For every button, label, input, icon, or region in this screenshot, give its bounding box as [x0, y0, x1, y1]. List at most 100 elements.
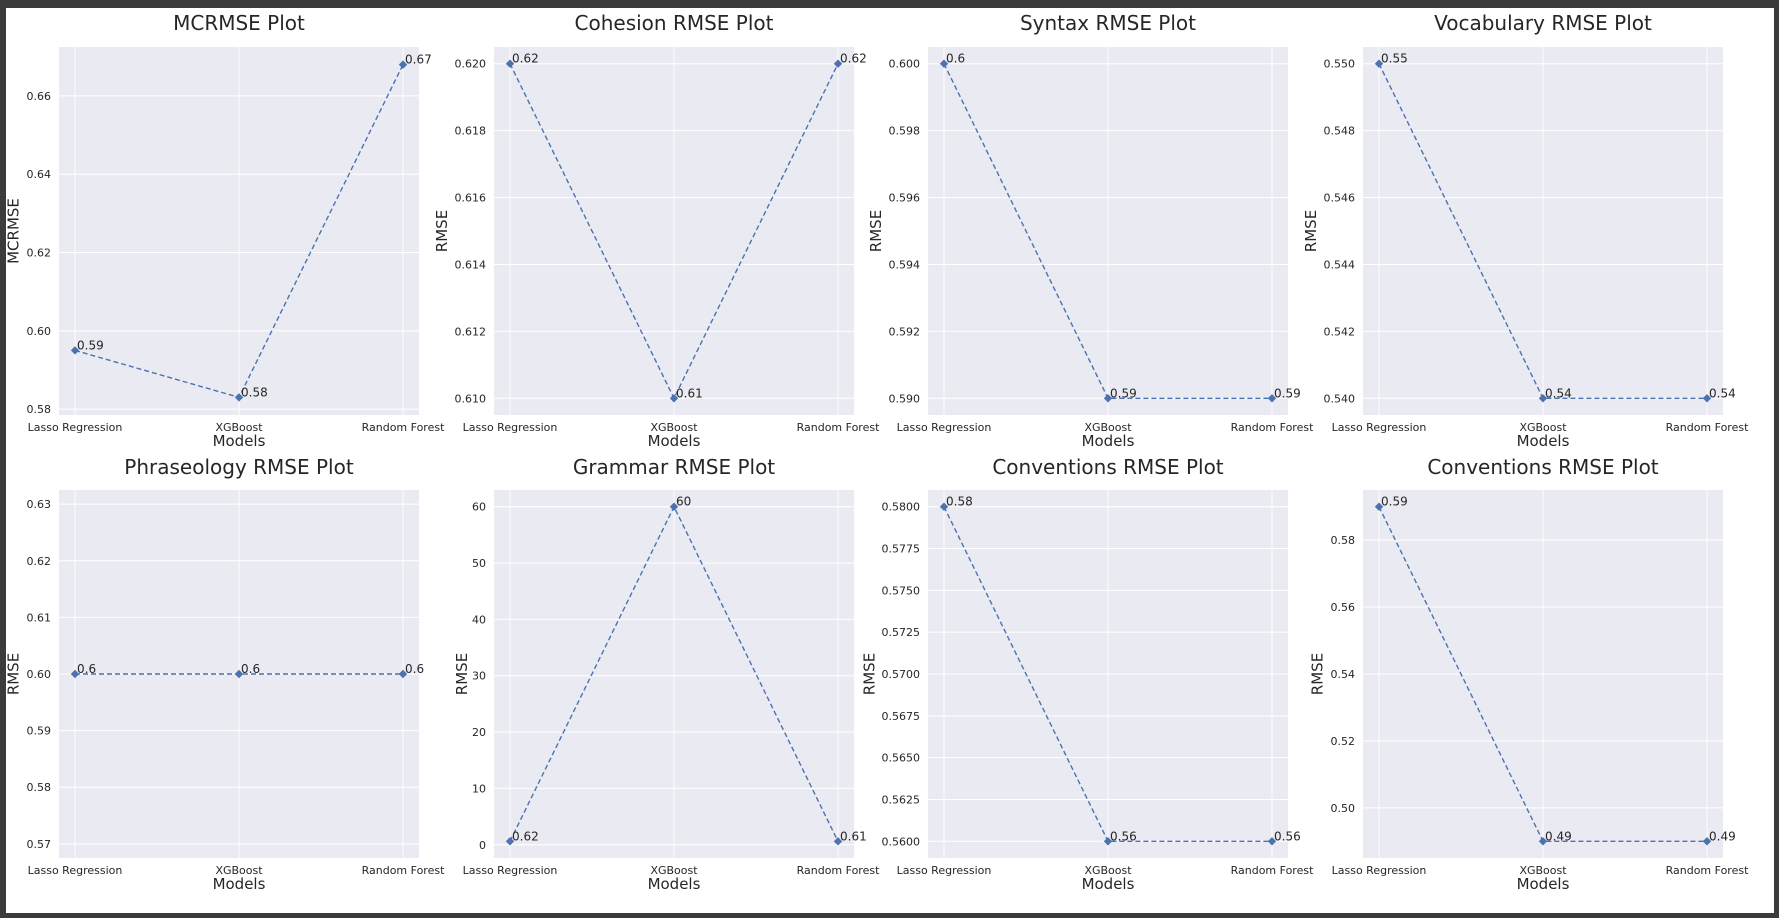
x-tick-label: XGBoost — [1084, 421, 1132, 434]
x-axis-label: Models — [1517, 875, 1570, 893]
x-tick-label: Lasso Regression — [1332, 864, 1427, 877]
y-tick-label: 0.542 — [1324, 325, 1356, 338]
y-tick-label: 0.5650 — [882, 752, 921, 765]
y-tick-label: 10 — [472, 782, 486, 795]
y-axis-label: RMSE — [6, 653, 23, 695]
y-tick-label: 0.58 — [27, 403, 52, 416]
y-tick-label: 0.59 — [27, 725, 52, 738]
y-tick-label: 0.610 — [455, 392, 487, 405]
y-tick-label: 0.592 — [889, 325, 921, 338]
chart-title: Vocabulary RMSE Plot — [1434, 11, 1652, 35]
y-tick-label: 0.5675 — [882, 710, 921, 723]
y-tick-label: 0.58 — [27, 781, 52, 794]
data-point-marker — [1702, 837, 1712, 846]
x-tick-label: XGBoost — [650, 864, 698, 877]
x-tick-label: XGBoost — [650, 421, 698, 434]
data-label: 60 — [676, 495, 691, 509]
x-tick-label: Random Forest — [362, 421, 445, 434]
chart-title: MCRMSE Plot — [173, 11, 305, 35]
data-label: 0.49 — [1545, 829, 1572, 843]
data-label: 0.55 — [1381, 52, 1408, 66]
y-tick-label: 0.5725 — [882, 626, 921, 639]
figure-canvas: 0.58 0.60 0.62 0.64 0.66 Lasso Regression XGBo… — [6, 8, 1774, 913]
data-label: 0.58 — [946, 495, 973, 509]
y-tick-label: 0.590 — [889, 392, 921, 405]
y-tick-label: 0.66 — [27, 90, 52, 103]
chart-title: Cohesion RMSE Plot — [575, 11, 774, 35]
y-tick-label: 0.600 — [889, 58, 921, 71]
x-axis-label: Models — [213, 432, 266, 450]
x-tick-label: XGBoost — [1519, 421, 1567, 434]
y-tick-label: 50 — [472, 557, 486, 570]
subplot-8: 0.50 0.52 0.54 0.56 0.58 Lasso Regression XGBo… — [1309, 455, 1749, 893]
data-label: 0.56 — [1274, 829, 1301, 843]
y-tick-label: 0.596 — [889, 192, 921, 205]
data-point-marker — [234, 669, 244, 679]
data-label: 0.54 — [1545, 386, 1572, 400]
y-tick-label: 60 — [472, 501, 486, 514]
x-tick-label: XGBoost — [1519, 864, 1567, 877]
subplot-5: 0.57 0.58 0.59 0.60 0.61 0.62 0.63 Lasso Regres… — [6, 455, 445, 893]
y-tick-label: 0.540 — [1324, 392, 1356, 405]
x-tick-label: XGBoost — [215, 864, 263, 877]
y-tick-label: 0 — [479, 839, 486, 852]
x-tick-label: Random Forest — [797, 864, 880, 877]
y-tick-label: 0.544 — [1324, 258, 1356, 271]
y-tick-label: 0.598 — [889, 125, 921, 138]
y-tick-label: 0.54 — [1331, 668, 1356, 681]
x-axis-label: Models — [213, 875, 266, 893]
x-tick-label: Random Forest — [362, 864, 445, 877]
data-label: 0.54 — [1709, 386, 1736, 400]
x-axis-label: Models — [1082, 432, 1135, 450]
data-point-marker — [833, 59, 843, 68]
data-label: 0.62 — [512, 52, 539, 66]
data-label: 0.49 — [1709, 829, 1736, 843]
data-point-marker — [1374, 59, 1384, 68]
x-tick-label: Random Forest — [1666, 421, 1749, 434]
data-point-marker — [1103, 837, 1113, 846]
y-tick-label: 0.594 — [889, 258, 921, 271]
y-tick-label: 0.614 — [455, 258, 487, 271]
chart-title: Conventions RMSE Plot — [1427, 455, 1658, 479]
data-point-marker — [1267, 394, 1277, 403]
y-tick-label: 0.64 — [27, 168, 52, 181]
y-tick-label: 0.5775 — [882, 543, 921, 556]
x-tick-label: Random Forest — [1231, 421, 1314, 434]
y-tick-label: 0.550 — [1324, 58, 1356, 71]
data-point-marker — [669, 394, 679, 403]
subplot-4: 0.540 0.542 0.544 0.546 0.548 0.550 Lasso Regr… — [1302, 11, 1749, 450]
subplot-3: 0.590 0.592 0.594 0.596 0.598 0.600 Lasso Regr… — [867, 11, 1314, 450]
data-label: 0.6 — [946, 52, 965, 66]
subplot-6: 0 10 20 30 40 50 60 Lasso Regression XGBoost Rand… — [453, 455, 880, 893]
data-point-marker — [505, 837, 515, 846]
subplot-7: 0.5600 0.5625 0.5650 0.5675 0.5700 0.5725 0.57… — [860, 455, 1314, 893]
data-point-marker — [70, 669, 80, 679]
data-point-marker — [398, 60, 408, 69]
data-point-marker — [1538, 837, 1548, 846]
y-tick-label: 20 — [472, 726, 486, 739]
data-label: 0.59 — [1110, 386, 1137, 400]
subplot-1: 0.58 0.60 0.62 0.64 0.66 Lasso Regression XGBo… — [6, 11, 445, 450]
y-tick-label: 0.60 — [27, 668, 52, 681]
y-tick-label: 0.616 — [455, 192, 487, 205]
data-point-marker — [70, 346, 80, 355]
y-axis-label: RMSE — [867, 210, 885, 252]
data-point-marker — [1538, 394, 1548, 403]
data-label: 0.61 — [676, 386, 703, 400]
x-tick-label: Random Forest — [1231, 864, 1314, 877]
y-tick-label: 0.58 — [1331, 534, 1356, 547]
data-label: 0.58 — [241, 385, 268, 399]
y-axis-label: MCRMSE — [6, 198, 23, 264]
data-label: 0.6 — [77, 662, 96, 676]
chart-title: Conventions RMSE Plot — [992, 455, 1223, 479]
x-tick-label: XGBoost — [1084, 864, 1132, 877]
x-axis-label: Models — [1517, 432, 1570, 450]
y-tick-label: 0.60 — [27, 325, 52, 338]
x-axis-label: Models — [648, 432, 701, 450]
y-tick-label: 0.56 — [1331, 601, 1356, 614]
data-label: 0.6 — [241, 662, 260, 676]
data-point-marker — [1267, 837, 1277, 846]
y-tick-label: 0.52 — [1331, 735, 1356, 748]
y-tick-label: 0.62 — [27, 247, 52, 260]
